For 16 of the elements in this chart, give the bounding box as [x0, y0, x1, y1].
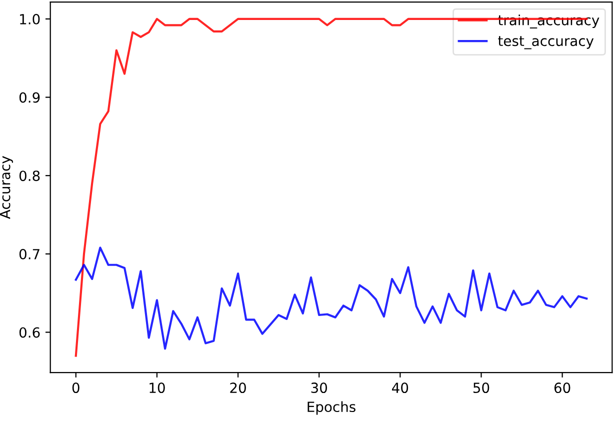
- x-tick-label: 40: [392, 382, 408, 394]
- y-tick-label: 0.9: [19, 92, 40, 103]
- line-series: [74, 246, 588, 350]
- y-axis-title: Accuracy: [0, 156, 13, 219]
- x-tick-label: 0: [72, 382, 80, 394]
- y-tick-label: 1.0: [20, 14, 40, 24]
- y-tick-label: 0.7: [19, 248, 40, 260]
- x-axis-title: Epochs: [308, 401, 356, 415]
- x-tick-label: 60: [554, 382, 570, 394]
- y-tick-label: 0.6: [19, 327, 40, 338]
- y-tick-label: 0.8: [19, 170, 40, 182]
- x-tick-label: 10: [150, 382, 165, 394]
- x-tick-label: 30: [311, 382, 328, 394]
- x-tick-label: 20: [230, 382, 246, 394]
- legend-label: test_accuracy: [498, 36, 594, 50]
- x-tick-label: 50: [473, 382, 490, 394]
